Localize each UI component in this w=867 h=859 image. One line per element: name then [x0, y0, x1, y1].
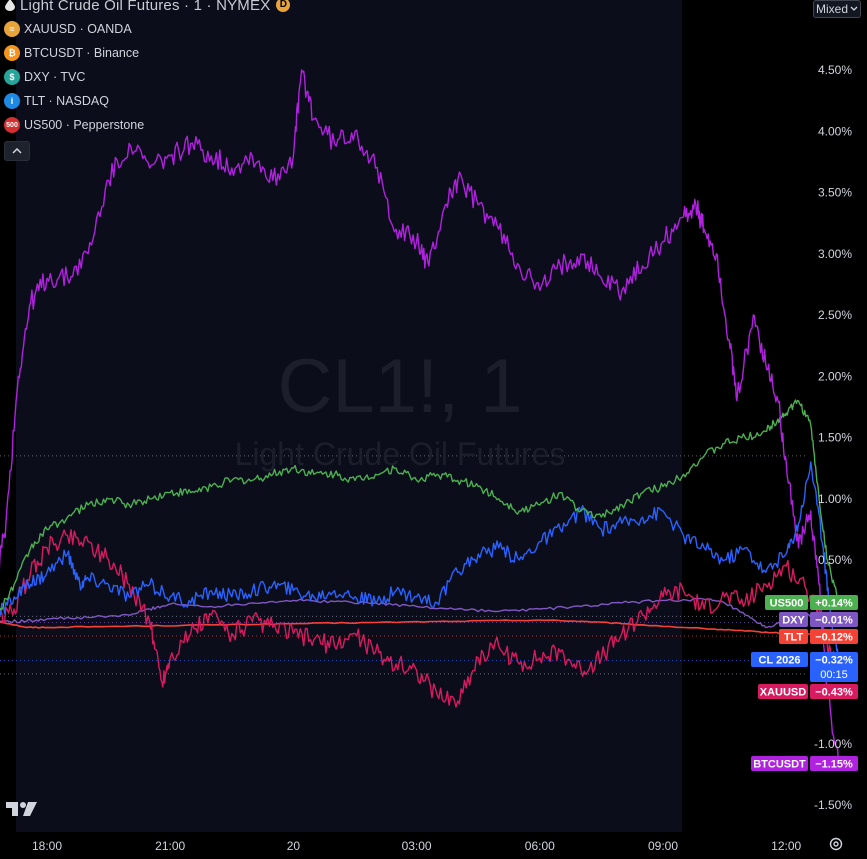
series-line — [0, 619, 840, 637]
oil-drop-icon — [5, 0, 15, 11]
legend-item[interactable]: ₿ BTCUSDT · Binance — [4, 41, 290, 65]
watermark-name: Light Crude Oil Futures — [235, 436, 566, 472]
scale-mode-button[interactable]: Mixed — [813, 0, 861, 18]
price-label-name: CL 2026 — [759, 655, 801, 667]
x-tick-label: 20 — [287, 839, 301, 853]
price-label-value-bg — [810, 684, 858, 699]
price-label: US500 +0.14% — [765, 595, 858, 610]
y-tick-label: 2.00% — [818, 369, 852, 383]
price-label-name-bg — [765, 595, 808, 610]
gold-coin-icon: ≈ — [4, 21, 20, 37]
price-label-name-bg — [779, 629, 808, 644]
price-label-value-bg — [810, 756, 858, 771]
chevron-up-icon — [12, 148, 22, 154]
legend-item-label: XAUUSD · OANDA — [24, 22, 132, 36]
y-tick-label: 0.50% — [818, 553, 852, 567]
y-tick-label: 4.50% — [818, 63, 852, 77]
price-label: BTCUSDT −1.15% — [751, 756, 858, 771]
series-line — [0, 399, 841, 611]
price-label-countdown: 00:15 — [820, 669, 848, 681]
price-label-value: −0.43% — [815, 687, 853, 699]
price-label-name: US500 — [770, 598, 804, 610]
y-tick-label: 1.00% — [818, 492, 852, 506]
price-label-value: −0.12% — [815, 632, 853, 644]
series-line — [0, 529, 841, 708]
price-label-value: −0.01% — [815, 615, 853, 627]
price-label-name-bg — [758, 684, 808, 699]
price-label-value: +0.14% — [815, 598, 853, 610]
tradingview-logo-icon[interactable] — [6, 800, 38, 818]
sp500-icon: 500 — [4, 117, 20, 133]
legend-title-row[interactable]: Light Crude Oil Futures · 1 · NYMEX D — [4, 0, 291, 14]
x-tick-label: 21:00 — [155, 839, 185, 853]
series-line — [0, 461, 841, 661]
session-background — [16, 0, 682, 832]
x-tick-label: 18:00 — [32, 839, 62, 853]
price-label-name: BTCUSDT — [753, 759, 806, 771]
y-tick-label: 4.00% — [818, 124, 852, 138]
price-label-value-bg — [810, 652, 858, 682]
price-label-name-bg — [751, 652, 808, 667]
legend-item[interactable]: ≈ XAUUSD · OANDA — [4, 17, 290, 41]
chart-title: Light Crude Oil Futures · 1 · NYMEX — [20, 0, 271, 14]
series-line — [0, 597, 841, 629]
price-label-name: XAUUSD — [760, 687, 807, 699]
y-tick-label: -1.50% — [814, 798, 852, 812]
legend-item-label: DXY · TVC — [24, 70, 86, 84]
legend-item[interactable]: 500 US500 · Pepperstone — [4, 113, 290, 137]
price-label: DXY −0.01% — [779, 612, 858, 627]
y-tick-label: 2.50% — [818, 308, 852, 322]
watermark-symbol: CL1!, 1 — [277, 344, 522, 429]
info-icon: i — [4, 93, 20, 109]
price-label: CL 2026 −0.32% 00:15 — [751, 652, 858, 682]
x-tick-label: 12:00 — [771, 839, 801, 853]
settings-gear-icon[interactable] — [828, 836, 844, 852]
delayed-data-badge[interactable]: D — [276, 0, 291, 12]
price-label-name: TLT — [784, 632, 804, 644]
x-tick-label: 03:00 — [402, 839, 432, 853]
y-tick-label: 3.00% — [818, 247, 852, 261]
bitcoin-icon: ₿ — [4, 45, 20, 61]
chevron-down-icon — [850, 6, 858, 11]
x-tick-label: 09:00 — [648, 839, 678, 853]
price-label-value: −1.15% — [815, 759, 853, 771]
price-label-value: −0.32% — [815, 655, 853, 667]
y-tick-label: 1.50% — [818, 431, 852, 445]
legend-item[interactable]: i TLT · NASDAQ — [4, 89, 290, 113]
y-tick-label: 3.50% — [818, 186, 852, 200]
legend: Light Crude Oil Futures · 1 · NYMEX D ≈ X… — [4, 0, 291, 161]
price-label-name-bg — [751, 756, 808, 771]
price-label-value-bg — [810, 629, 858, 644]
legend-item-label: TLT · NASDAQ — [24, 94, 109, 108]
y-axis[interactable]: 4.50% 4.00% 3.50% 3.00% 2.50% 2.00% 1.50% 1.00%… — [814, 63, 852, 812]
series-line — [0, 69, 841, 767]
price-label: XAUUSD −0.43% — [758, 684, 858, 699]
price-label-value-bg — [810, 612, 858, 627]
x-axis[interactable]: 18:00 21:00 20 03:00 06:00 09:00 12:00 — [32, 839, 802, 853]
price-label-name-bg — [779, 612, 808, 627]
y-tick-label: -1.00% — [814, 737, 852, 751]
x-tick-label: 06:00 — [525, 839, 555, 853]
legend-item-label: US500 · Pepperstone — [24, 118, 145, 132]
dollar-icon: $ — [4, 69, 20, 85]
scale-mode-label: Mixed — [815, 2, 848, 16]
price-label-value-bg — [810, 595, 858, 610]
collapse-legend-button[interactable] — [4, 141, 30, 161]
series-lines — [0, 69, 841, 767]
price-labels: US500 +0.14% DXY −0.01% TLT −0.12% CL 2026 −0.3… — [751, 595, 858, 771]
legend-item-label: BTCUSDT · Binance — [24, 46, 140, 60]
price-label-name: DXY — [782, 615, 805, 627]
legend-item[interactable]: $ DXY · TVC — [4, 65, 290, 89]
price-label: TLT −0.12% — [779, 629, 858, 644]
